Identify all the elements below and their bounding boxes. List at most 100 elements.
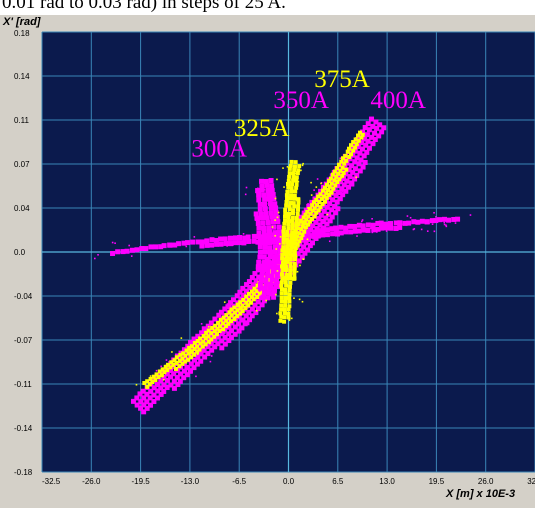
beam-pixel <box>164 385 170 391</box>
halo-dot <box>292 232 295 235</box>
beam-pixel <box>151 374 156 379</box>
beam-pixel <box>168 365 173 370</box>
beam-pixel <box>277 254 283 260</box>
beam-pixel <box>296 168 301 173</box>
beam-pixel <box>365 222 371 228</box>
beam-pixel <box>388 221 394 227</box>
beam-pixel <box>258 276 264 282</box>
halo-dot <box>190 353 193 355</box>
beam-pixel <box>287 171 292 176</box>
halo-dot <box>413 228 416 230</box>
beam-pixel <box>333 183 338 188</box>
halo-dot <box>275 248 278 250</box>
beam-pixel <box>232 305 237 310</box>
beam-pixel <box>236 321 242 327</box>
beam-pixel <box>261 290 267 296</box>
beam-pixel <box>362 160 368 166</box>
halo-dot <box>289 180 292 183</box>
beam-pixel <box>183 353 188 358</box>
beam-pixel <box>294 219 299 224</box>
beam-pixel <box>261 225 267 231</box>
beam-pixel <box>168 382 174 388</box>
beam-pixel <box>262 196 268 202</box>
halo-dot <box>291 188 293 190</box>
halo-dot <box>274 197 277 200</box>
beam-pixel <box>282 214 287 219</box>
beam-pixel <box>227 310 232 315</box>
beam-pixel <box>281 237 286 242</box>
beam-pixel <box>433 218 439 224</box>
beam-pixel <box>175 382 181 388</box>
beam-pixel <box>259 187 265 193</box>
beam-pixel <box>338 168 343 173</box>
beam-pixel <box>256 259 262 265</box>
beam-pixel <box>161 382 167 388</box>
beam-pixel <box>289 238 294 243</box>
halo-dot <box>276 178 278 181</box>
beam-pixel <box>134 247 140 253</box>
beam-pixel <box>208 320 214 326</box>
beam-pixel <box>347 223 353 229</box>
beam-pixel <box>197 347 202 352</box>
beam-pixel <box>202 354 208 360</box>
beam-pixel <box>212 329 217 334</box>
halo-dot <box>200 323 203 325</box>
halo-dot <box>282 306 285 308</box>
beam-pixel <box>419 218 425 224</box>
beam-pixel <box>144 391 150 397</box>
beam-pixel <box>287 174 292 179</box>
y-tick-labels: 0.18 0.14 0.11 0.07 0.04 0.0 -0.04 -0.07 -0.11 -0… <box>14 29 33 477</box>
beam-pixel <box>215 341 221 347</box>
beam-pixel <box>311 229 317 235</box>
halo-dot <box>293 297 295 300</box>
beam-pixel <box>163 364 168 369</box>
beam-pixel <box>226 324 232 330</box>
beam-pixel <box>209 331 214 336</box>
beam-pixel <box>284 199 289 204</box>
beam-pixel <box>295 171 300 176</box>
beam-pixel <box>285 229 290 234</box>
beam-pixel <box>221 321 226 326</box>
beam-pixel <box>257 291 262 296</box>
beam-pixel <box>320 202 325 207</box>
beam-pixel <box>442 216 448 222</box>
halo-dot <box>406 215 409 217</box>
beam-pixel <box>279 272 284 277</box>
beam-pixel <box>218 309 224 315</box>
beam-pixel <box>288 264 293 269</box>
halo-dot <box>323 233 326 235</box>
halo-dot <box>282 167 284 169</box>
beam-pixel <box>267 240 273 246</box>
beam-pixel <box>273 210 279 216</box>
beam-pixel <box>349 145 355 151</box>
halo-dot <box>361 220 363 223</box>
beam-pixel <box>148 376 153 381</box>
beam-pixel <box>293 196 298 201</box>
beam-pixel <box>335 182 341 188</box>
beam-pixel <box>272 230 278 236</box>
beam-pixel <box>263 277 269 283</box>
beam-pixel <box>281 240 286 245</box>
beam-pixel <box>265 187 271 193</box>
beam-pixel <box>238 306 243 311</box>
beam-pixel <box>284 249 289 254</box>
emittance-scatter-chart: -32.5 -26.0 -19.5 -13.0 -6.5 0.0 6.5 13.0 19.5 26… <box>2 16 535 500</box>
halo-dot <box>310 194 313 196</box>
beam-pixel <box>301 215 306 220</box>
beam-pixel <box>147 382 152 387</box>
beam-pixel <box>349 180 355 186</box>
beam-pixel <box>198 341 203 346</box>
beam-pixel <box>270 192 276 198</box>
beam-pixel <box>294 182 299 187</box>
beam-pixel <box>279 295 284 300</box>
beam-pixel <box>265 295 271 301</box>
halo-dot <box>455 219 458 222</box>
beam-pixel <box>287 284 292 289</box>
beam-pixel <box>341 158 347 164</box>
halo-dot <box>275 279 278 282</box>
beam-pixel <box>267 254 273 260</box>
beam-pixel <box>293 160 298 165</box>
beam-pixel <box>253 310 259 316</box>
halo-dot <box>207 325 210 328</box>
beam-pixel <box>312 214 317 219</box>
